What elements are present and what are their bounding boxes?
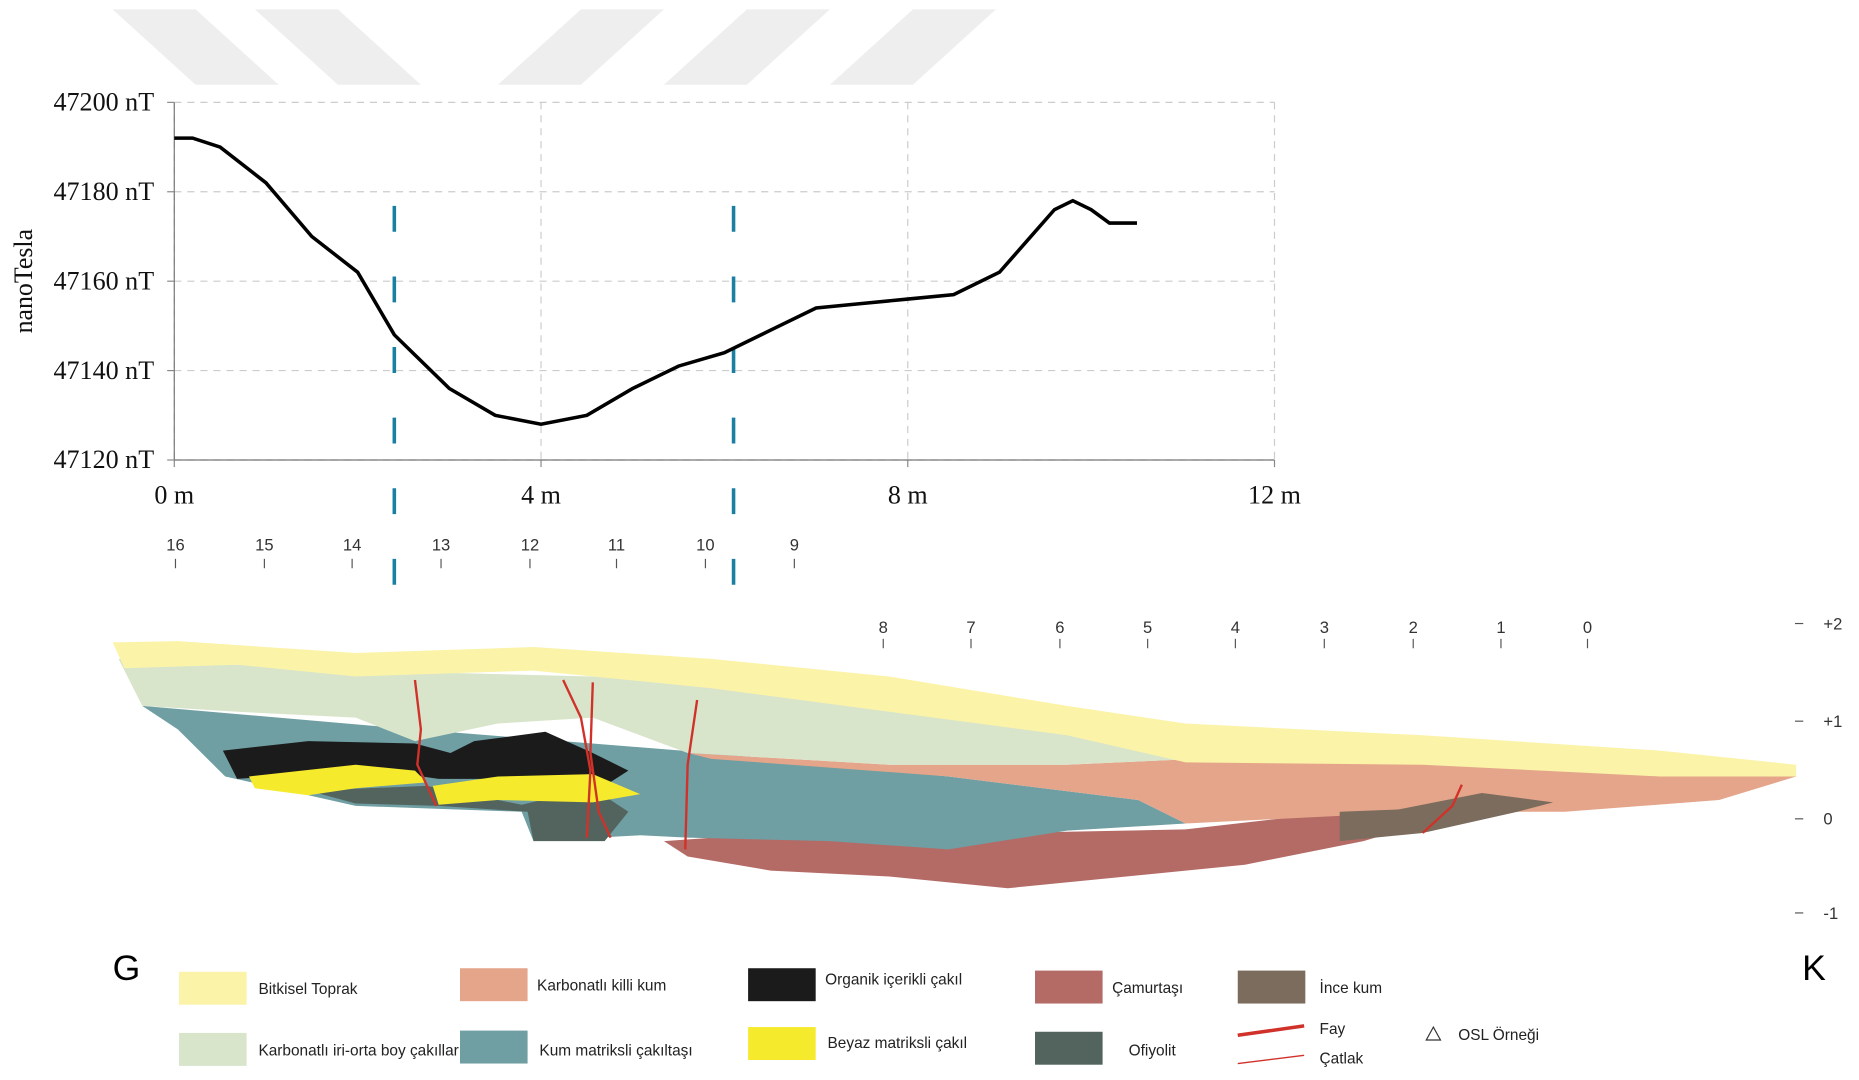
legend-swatch — [748, 968, 816, 1002]
layer — [118, 658, 1198, 765]
elevation-label: 0 — [1823, 810, 1832, 829]
legend-swatch — [179, 971, 247, 1005]
legend-swatch — [460, 968, 528, 1002]
station-label: 16 — [166, 536, 184, 555]
legend-label: Çamurtaşı — [1112, 980, 1183, 997]
layer — [248, 764, 427, 796]
legend-label: İnce kum — [1320, 979, 1383, 997]
layer — [142, 705, 1186, 850]
station-label: 4 — [1231, 618, 1240, 637]
legend-label: Organik içerikli çakıl — [825, 972, 962, 989]
legend-label: Kum matriksli çakıltaşı — [539, 1042, 692, 1059]
legend-swatch — [748, 1027, 816, 1060]
station-label: 11 — [608, 536, 625, 555]
elevation-label: +1 — [1823, 712, 1842, 731]
x-tick-label: 0 m — [154, 481, 194, 510]
station-label: 0 — [1583, 618, 1592, 637]
legend-label: Çatlak — [1320, 1051, 1364, 1068]
y-tick-label: 47180 nT — [53, 177, 154, 206]
watermark — [112, 9, 996, 85]
legend-label: Beyaz matriksli çakıl — [828, 1035, 968, 1052]
direction-label: K — [1802, 948, 1826, 988]
faults — [413, 679, 1463, 850]
station-label: 12 — [521, 536, 539, 555]
direction-label: G — [113, 948, 141, 988]
x-tick-label: 4 m — [521, 481, 561, 510]
elevation-label: -1 — [1823, 904, 1838, 923]
station-label: 2 — [1409, 618, 1418, 637]
legend-swatch — [1035, 1031, 1103, 1065]
station-label: 13 — [432, 536, 450, 555]
legend-label: Ofiyolit — [1129, 1042, 1177, 1059]
station-label: 1 — [1496, 618, 1505, 637]
legend-swatch — [179, 1032, 247, 1066]
legend-swatch — [1035, 970, 1103, 1004]
legend-swatch — [1237, 1024, 1305, 1038]
data-line — [174, 136, 1137, 427]
station-label: 15 — [255, 536, 273, 555]
y-tick-label: 47120 nT — [53, 445, 154, 474]
legend-swatch — [1237, 1054, 1305, 1065]
y-tick-label: 47160 nT — [53, 267, 154, 296]
y-tick-label: 47140 nT — [53, 356, 154, 385]
x-tick-label: 12 m — [1248, 481, 1301, 510]
layer — [222, 731, 629, 786]
legend-label: Bitkisel Toprak — [258, 981, 357, 998]
station-label: 5 — [1143, 618, 1152, 637]
station-label: 8 — [879, 618, 888, 637]
station-label: 9 — [790, 536, 799, 555]
legend-swatch — [1237, 970, 1306, 1004]
station-label: 3 — [1320, 618, 1329, 637]
legend-label: Karbonatlı iri-orta boy çakıllar — [258, 1042, 458, 1059]
x-tick-label: 8 m — [888, 481, 928, 510]
station-label: 6 — [1055, 618, 1064, 637]
legend-swatch — [1425, 1025, 1442, 1041]
legend-label: Karbonatlı killi kum — [537, 978, 666, 995]
legend-label: Fay — [1320, 1021, 1346, 1038]
y-axis-label: nanoTesla — [9, 228, 38, 333]
station-label: 7 — [966, 618, 975, 637]
station-label: 14 — [343, 536, 361, 555]
layer — [112, 641, 1797, 777]
station-label: 10 — [696, 536, 714, 555]
cross-section — [112, 641, 1797, 889]
layer — [1339, 792, 1554, 842]
legend-swatch — [460, 1030, 528, 1064]
legend-label: OSL Örneği — [1458, 1026, 1539, 1044]
elevation-label: +2 — [1823, 614, 1842, 633]
y-tick-label: 47200 nT — [53, 88, 154, 117]
